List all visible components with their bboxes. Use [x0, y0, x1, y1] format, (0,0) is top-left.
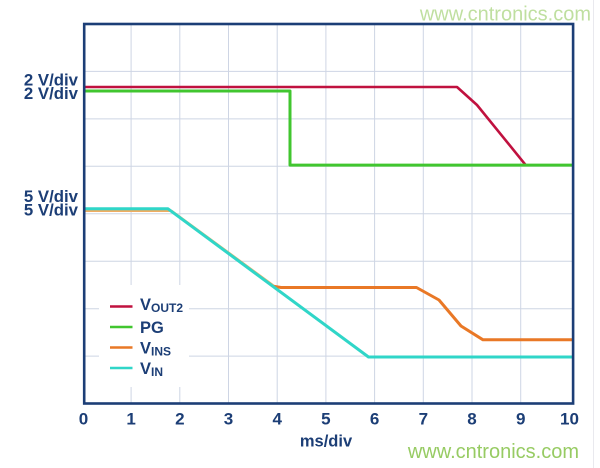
svg-text:5: 5 [321, 410, 330, 429]
svg-text:www.cntronics.com: www.cntronics.com [407, 441, 579, 463]
svg-text:2 V/div: 2 V/div [24, 84, 79, 103]
svg-text:VINS: VINS [140, 340, 171, 359]
svg-text:4: 4 [272, 410, 282, 429]
svg-text:2: 2 [175, 410, 184, 429]
svg-text:ms/div: ms/div [300, 433, 353, 451]
svg-text:7: 7 [419, 410, 428, 429]
svg-text:10: 10 [560, 410, 579, 429]
svg-text:www.cntronics.com: www.cntronics.com [419, 4, 591, 26]
svg-text:5 V/div: 5 V/div [24, 201, 79, 220]
svg-text:0: 0 [79, 410, 88, 429]
svg-text:2 V/div: 2 V/div [24, 70, 79, 89]
svg-text:6: 6 [370, 410, 379, 429]
svg-text:VIN: VIN [140, 360, 163, 379]
svg-text:VOUT2: VOUT2 [140, 296, 183, 315]
svg-text:9: 9 [516, 410, 525, 429]
svg-text:5 V/div: 5 V/div [24, 187, 79, 206]
svg-text:PG: PG [140, 319, 164, 337]
svg-text:3: 3 [224, 410, 233, 429]
svg-text:1: 1 [126, 410, 135, 429]
svg-text:8: 8 [467, 410, 476, 429]
